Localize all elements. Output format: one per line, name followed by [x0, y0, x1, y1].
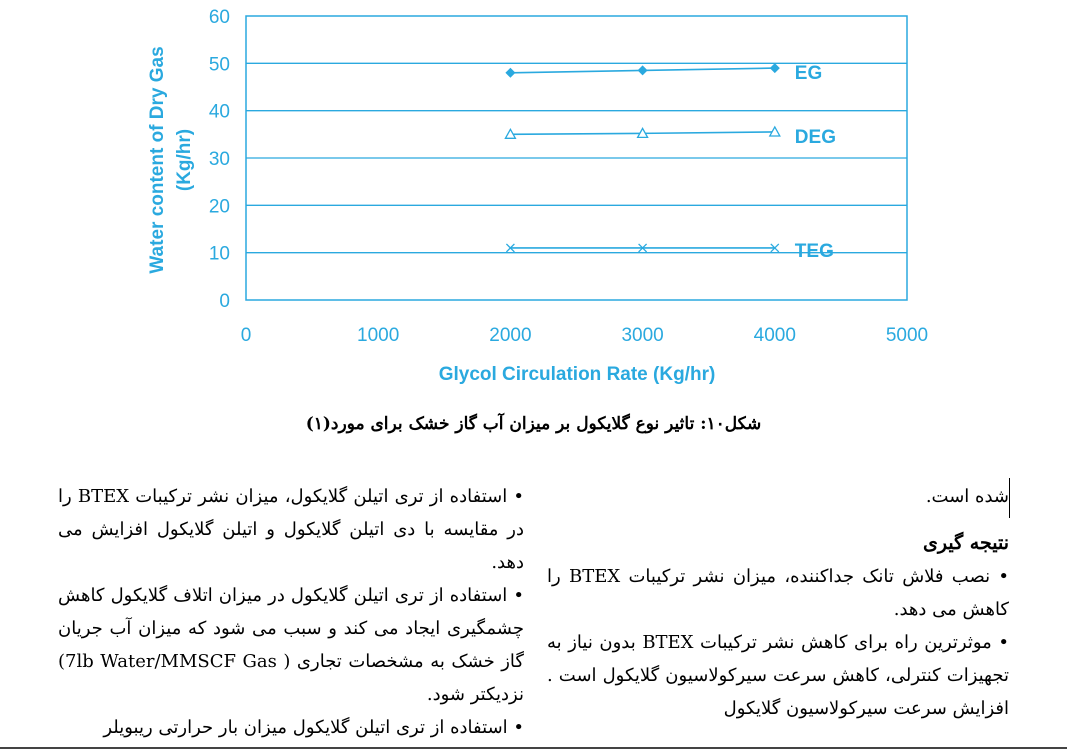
page-bottom-rule [0, 747, 1067, 749]
x-tick-label: 0 [241, 325, 252, 346]
series-group: EG DEG TEG [504, 63, 836, 262]
figure-caption: شکل۱۰: تاثیر نوع گلایکول بر میزان آب گاز… [305, 414, 762, 434]
data-point [638, 243, 648, 253]
x-tick-label: 5000 [886, 325, 928, 346]
y-axis-label-line1: Water content of Dry Gas [147, 46, 168, 273]
data-point [505, 67, 516, 78]
conclusion-bullet-1: نصب فلاش تانک جداکننده، میزان نشر ترکیبا… [547, 560, 1009, 626]
data-point [770, 243, 780, 253]
x-tick-labels: 0 1000 2000 3000 4000 5000 [241, 325, 928, 346]
data-point [769, 63, 780, 74]
left-column: استفاده از تری اتیلن گلایکول، میزان نشر … [58, 480, 524, 744]
y-tick-labels: 0 10 20 30 40 50 60 [209, 7, 230, 312]
y-tick-label: 20 [209, 196, 230, 217]
series-label-deg: DEG [795, 127, 836, 148]
y-tick-label: 10 [209, 244, 230, 265]
chart: 0 10 20 30 40 50 60 0 1000 2000 3000 4000 5000 EG DE… [147, 7, 928, 385]
x-axis-label: Glycol Circulation Rate (Kg/hr) [439, 364, 716, 385]
conclusion-bullet-2: موثرترین راه برای کاهش نشر ترکیبات BTEX … [547, 626, 1009, 725]
conclusion-heading: نتیجه گیری [923, 532, 1009, 554]
y-tick-label: 0 [219, 291, 230, 312]
y-tick-label: 50 [209, 54, 230, 75]
y-tick-label: 40 [209, 102, 230, 123]
x-tick-label: 2000 [489, 325, 531, 346]
series-label-teg: TEG [795, 241, 834, 262]
x-tick-label: 3000 [621, 325, 663, 346]
data-point [637, 65, 648, 76]
series-label-eg: EG [795, 63, 822, 84]
right-column: شده است. نتیجه گیری نصب فلاش تانک جداکنن… [547, 480, 1009, 725]
data-point [504, 127, 517, 139]
intro-text: شده است. [925, 486, 1009, 507]
data-point [768, 125, 781, 137]
y-tick-label: 60 [209, 7, 230, 28]
grid-lines [246, 62, 907, 254]
data-point [636, 127, 649, 139]
text-cursor [1009, 478, 1010, 518]
x-tick-label: 4000 [754, 325, 796, 346]
data-point [505, 243, 515, 253]
left-bullet-3: استفاده از تری اتیلن گلایکول میزان بار ح… [58, 711, 524, 744]
left-bullet-2: استفاده از تری اتیلن گلایکول در میزان ات… [58, 579, 524, 711]
y-tick-label: 30 [209, 149, 230, 170]
y-axis-label-line2: (Kg/hr) [174, 129, 195, 191]
x-tick-label: 1000 [357, 325, 399, 346]
left-bullet-1: استفاده از تری اتیلن گلایکول، میزان نشر … [58, 480, 524, 579]
